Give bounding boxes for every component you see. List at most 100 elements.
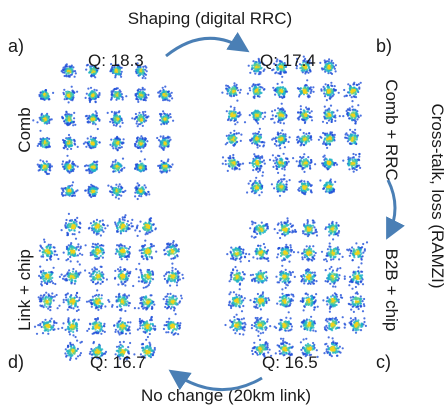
constellation-point	[118, 183, 121, 186]
constellation-point	[238, 306, 241, 309]
constellation-point	[231, 140, 234, 143]
constellation-point	[227, 136, 230, 140]
constellation-point	[330, 65, 333, 68]
constellation-point	[94, 194, 97, 197]
constellation-point	[301, 114, 304, 117]
constellation-point	[234, 305, 238, 308]
constellation-point	[160, 140, 163, 143]
constellation-point	[70, 187, 73, 190]
constellation-point	[43, 167, 47, 170]
constellation-point	[139, 160, 142, 163]
constellation-point	[67, 144, 71, 148]
constellation-point	[329, 181, 332, 184]
constellation-point	[71, 68, 74, 71]
constellation-point	[72, 96, 75, 99]
constellation-point	[326, 84, 330, 87]
constellation-point	[271, 114, 274, 117]
constellation-point	[71, 89, 74, 92]
constellation-point	[63, 71, 66, 74]
constellation-point	[142, 75, 145, 78]
constellation-point	[44, 137, 47, 141]
symbol-cloud	[228, 265, 246, 291]
constellation-point	[349, 128, 352, 131]
constellation-point	[97, 67, 100, 70]
symbol-cloud	[221, 82, 242, 102]
constellation-point	[95, 188, 98, 191]
constellation-point	[326, 136, 329, 139]
constellation-point	[45, 91, 48, 94]
constellation-point	[160, 144, 163, 147]
constellation-point	[348, 109, 352, 112]
constellation-point	[73, 111, 76, 114]
constellation-point	[233, 129, 236, 132]
constellation-point	[45, 113, 48, 117]
constellation-point	[258, 144, 261, 147]
constellation-point	[282, 190, 285, 193]
constellation-point	[277, 72, 280, 75]
constellation-point	[147, 93, 150, 96]
constellation-point	[94, 142, 97, 145]
symbol-cloud	[157, 85, 174, 102]
constellation-point	[136, 187, 139, 190]
constellation-point	[141, 76, 144, 80]
constellation-point	[250, 68, 253, 71]
constellation-point	[260, 187, 263, 190]
constellation-point	[278, 144, 281, 147]
constellation-point	[60, 187, 63, 190]
constellation-point	[310, 138, 313, 141]
constellation-point	[90, 183, 93, 186]
constellation-point	[234, 110, 237, 114]
constellation-point	[312, 90, 315, 93]
constellation-point	[330, 160, 334, 163]
constellation-point	[236, 140, 239, 143]
constellation-point	[275, 139, 278, 143]
constellation-point	[72, 124, 75, 127]
constellation-point	[247, 64, 250, 67]
constellation-point	[160, 159, 163, 163]
constellation-point	[121, 190, 124, 193]
constellation-point	[98, 93, 101, 96]
constellation-point	[64, 122, 67, 125]
constellation-point	[71, 184, 74, 187]
constellation-point	[256, 144, 259, 147]
symbol-cloud	[227, 291, 246, 313]
constellation-point	[355, 138, 358, 141]
constellation-point	[87, 87, 90, 90]
constellation-point	[262, 231, 265, 234]
constellation-point	[233, 296, 236, 300]
constellation-point	[281, 165, 284, 168]
constellation-point	[235, 321, 238, 325]
constellation-point	[248, 161, 251, 165]
constellation-point	[233, 106, 236, 109]
constellation-point	[238, 245, 241, 248]
constellation-point	[295, 138, 299, 141]
constellation-point	[117, 188, 120, 192]
constellation-point	[330, 72, 334, 75]
constellation-point	[333, 89, 336, 92]
constellation-point	[238, 91, 241, 94]
constellation-point	[274, 89, 277, 92]
constellation-point	[118, 69, 121, 72]
constellation-point	[323, 115, 326, 118]
constellation-point	[87, 117, 90, 120]
constellation-point	[263, 246, 267, 249]
symbol-cloud	[60, 181, 79, 198]
constellation-point	[232, 153, 235, 157]
constellation-point	[112, 147, 115, 150]
constellation-point	[273, 121, 276, 124]
constellation-point	[145, 116, 148, 119]
constellation-point	[70, 138, 73, 141]
constellation-point	[357, 83, 360, 86]
panel-letter-a: a)	[8, 36, 24, 56]
constellation-point	[227, 164, 231, 168]
constellation-point	[277, 171, 280, 174]
constellation-point	[136, 163, 139, 166]
constellation-point	[119, 163, 122, 166]
constellation-point	[111, 193, 114, 197]
arrow-a-to-b	[165, 32, 250, 58]
constellation-point	[328, 158, 331, 161]
constellation-point	[242, 304, 245, 308]
constellation-point	[299, 115, 302, 118]
constellation-point	[163, 98, 166, 101]
constellation-point	[224, 163, 227, 166]
